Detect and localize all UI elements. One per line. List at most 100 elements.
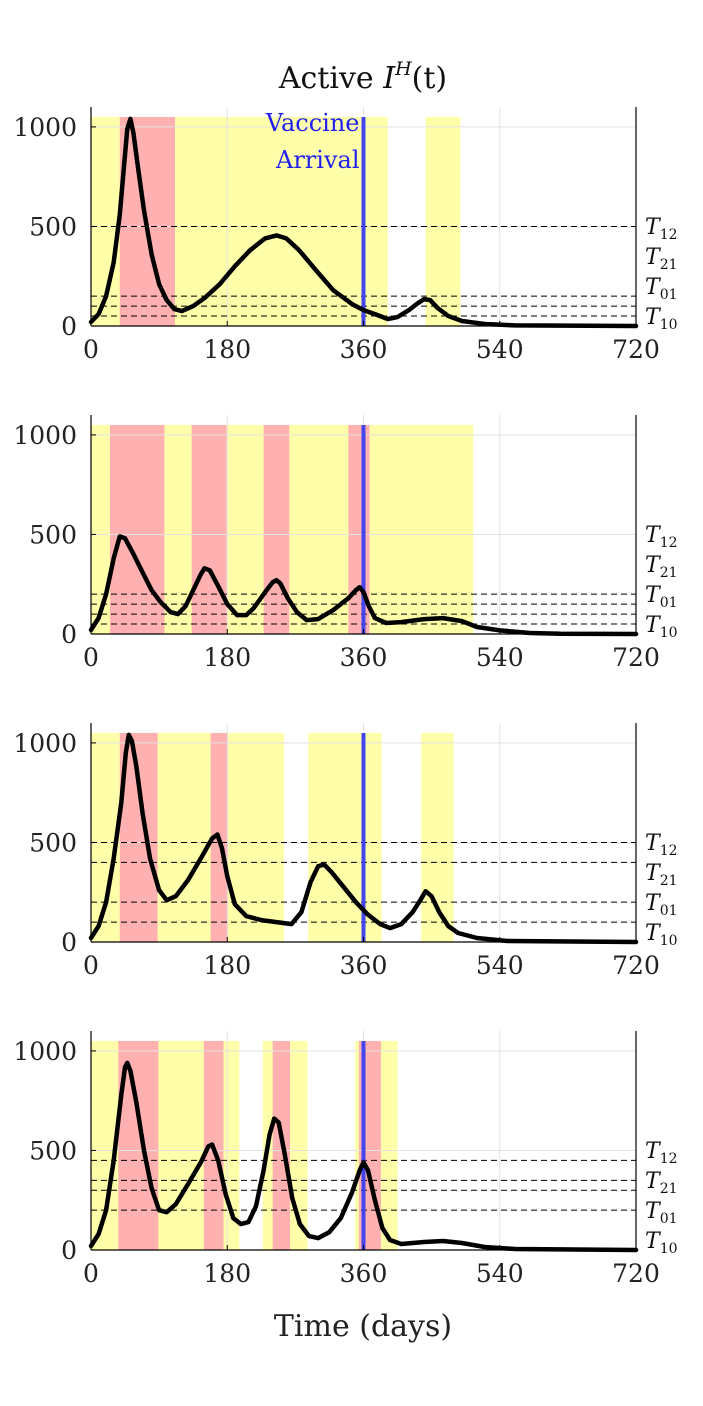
x-tick-label: 540 [476, 643, 524, 672]
x-tick-label: 720 [612, 1259, 660, 1288]
threshold-label-subscript: 21 [660, 257, 678, 273]
y-tick-label: 500 [29, 212, 77, 241]
threshold-label-base: T [645, 921, 662, 946]
y-tick-label: 500 [29, 828, 77, 857]
y-tick-label: 0 [61, 928, 77, 957]
threshold-label-t21: T21 [645, 861, 678, 889]
threshold-label-t10: T10 [645, 921, 678, 949]
threshold-label-base: T [645, 613, 662, 638]
y-tick-label: 1000 [13, 113, 77, 142]
y-tick-label: 0 [61, 312, 77, 341]
threshold-label-base: T [645, 861, 662, 886]
y-tick-label: 500 [29, 1136, 77, 1165]
threshold-label-subscript: 21 [660, 1181, 678, 1197]
x-tick-label: 180 [203, 643, 251, 672]
x-tick-label: 720 [612, 335, 660, 364]
x-tick-label: 180 [203, 951, 251, 980]
yellow-region-2 [425, 116, 461, 326]
x-tick-label: 540 [476, 1259, 524, 1288]
threshold-label-subscript: 10 [660, 1241, 678, 1257]
red-region-1 [109, 424, 165, 634]
threshold-label-subscript: 01 [660, 287, 678, 303]
x-tick-label: 360 [340, 1259, 388, 1288]
threshold-label-t10: T10 [645, 305, 678, 333]
x-axis-label: Time (days) [274, 1309, 452, 1344]
threshold-label-t21: T21 [645, 245, 678, 273]
x-tick-label: 0 [83, 1259, 99, 1288]
x-tick-label: 360 [340, 643, 388, 672]
threshold-label-base: T [645, 215, 662, 240]
yellow-region-2 [308, 732, 382, 942]
threshold-label-base: T [645, 1229, 662, 1254]
x-tick-label: 0 [83, 643, 99, 672]
threshold-label-subscript: 12 [660, 1151, 678, 1167]
threshold-label-subscript: 10 [660, 933, 678, 949]
threshold-label-base: T [645, 275, 662, 300]
threshold-label-t12: T12 [645, 523, 678, 551]
series-line-1 [88, 116, 639, 329]
threshold-label-base: T [645, 245, 662, 270]
y-tick-label: 1000 [13, 1037, 77, 1066]
threshold-label-subscript: 01 [660, 595, 678, 611]
figure-title: Active IH(t) [278, 58, 447, 96]
x-tick-label: 540 [476, 951, 524, 980]
threshold-label-base: T [645, 583, 662, 608]
threshold-label-base: T [645, 553, 662, 578]
series-line-1 [88, 732, 639, 945]
threshold-label-base: T [645, 523, 662, 548]
x-tick-label: 720 [612, 643, 660, 672]
red-region-2 [191, 424, 227, 634]
vaccine-annotation-line-1: Vaccine [265, 109, 360, 137]
y-tick-label: 0 [61, 620, 77, 649]
x-tick-label: 720 [612, 951, 660, 980]
threshold-label-t12: T12 [645, 215, 678, 243]
threshold-label-t21: T21 [645, 553, 678, 581]
x-tick-label: 180 [203, 335, 251, 364]
threshold-label-t12: T12 [645, 1139, 678, 1167]
threshold-label-base: T [645, 1169, 662, 1194]
title-text: Active [278, 61, 383, 96]
y-tick-label: 1000 [13, 421, 77, 450]
threshold-label-subscript: 21 [660, 565, 678, 581]
y-tick-label: 500 [29, 520, 77, 549]
threshold-label-t21: T21 [645, 1169, 678, 1197]
threshold-label-subscript: 21 [660, 873, 678, 889]
threshold-label-t01: T01 [645, 891, 678, 919]
threshold-label-subscript: 01 [660, 903, 678, 919]
threshold-label-base: T [645, 891, 662, 916]
x-tick-label: 0 [83, 335, 99, 364]
threshold-label-t10: T10 [645, 1229, 678, 1257]
threshold-label-base: T [645, 305, 662, 330]
threshold-label-base: T [645, 1139, 662, 1164]
threshold-label-t01: T01 [645, 1199, 678, 1227]
threshold-label-base: T [645, 831, 662, 856]
threshold-label-base: T [645, 1199, 662, 1224]
threshold-label-subscript: 10 [660, 625, 678, 641]
threshold-label-subscript: 10 [660, 317, 678, 333]
threshold-label-subscript: 01 [660, 1211, 678, 1227]
series-line-1 [88, 1060, 639, 1253]
y-tick-label: 1000 [13, 729, 77, 758]
threshold-label-subscript: 12 [660, 227, 678, 243]
y-tick-label: 0 [61, 1236, 77, 1265]
threshold-label-t01: T01 [645, 275, 678, 303]
x-tick-label: 0 [83, 951, 99, 980]
title-argument: (t) [412, 61, 447, 96]
x-tick-label: 360 [340, 335, 388, 364]
threshold-label-t01: T01 [645, 583, 678, 611]
series-line-1 [88, 534, 639, 637]
title-superscript: H [394, 58, 412, 80]
vaccine-annotation-line-2: Arrival [275, 146, 360, 174]
x-tick-label: 180 [203, 1259, 251, 1288]
threshold-label-t12: T12 [645, 831, 678, 859]
threshold-label-subscript: 12 [660, 535, 678, 551]
x-tick-label: 360 [340, 951, 388, 980]
threshold-label-t10: T10 [645, 613, 678, 641]
title-variable: I [382, 61, 396, 96]
